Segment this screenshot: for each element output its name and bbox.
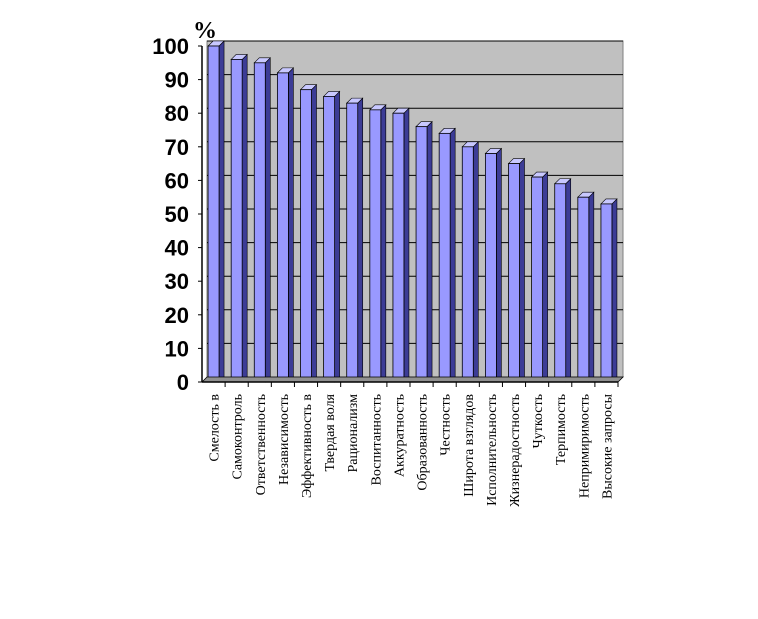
bar bbox=[345, 97, 364, 383]
bar-front bbox=[438, 132, 451, 383]
y-tick-label: 30 bbox=[165, 269, 189, 294]
y-tick-label: 0 bbox=[177, 370, 189, 395]
y-tick-label: 90 bbox=[165, 68, 189, 93]
bar-front bbox=[346, 102, 359, 383]
x-tick-label: Аккуратность bbox=[392, 394, 407, 477]
bar bbox=[276, 67, 295, 383]
x-tick-label: Широта взглядов bbox=[462, 394, 477, 497]
bar-front bbox=[600, 203, 613, 383]
bar-side bbox=[380, 104, 387, 383]
bar-front bbox=[484, 153, 497, 383]
bar-front bbox=[276, 72, 289, 383]
bar-front bbox=[392, 112, 405, 383]
bar bbox=[230, 53, 248, 383]
bar-front bbox=[461, 146, 474, 383]
bar bbox=[553, 178, 572, 383]
y-tick-label: 10 bbox=[165, 336, 189, 361]
bar-front bbox=[577, 196, 590, 383]
x-tick-label: Эффективность в bbox=[300, 394, 315, 498]
bar-side bbox=[288, 67, 294, 383]
bar bbox=[484, 147, 503, 383]
bar bbox=[253, 57, 272, 383]
bar-side bbox=[241, 53, 248, 383]
y-tick-labels: 0 10 20 30 40 50 60 70 80 90 100 bbox=[152, 34, 202, 395]
x-tick-label: Высокие запросы bbox=[600, 393, 615, 499]
bar-front bbox=[554, 183, 567, 383]
gridlines bbox=[207, 40, 623, 344]
y-tick-label: 60 bbox=[165, 168, 189, 193]
x-tick-label: Жизнерадостность bbox=[508, 394, 523, 507]
x-tick-labels: Смелость в Самоконтроль Ответственность Нез… bbox=[208, 382, 619, 507]
bar-side bbox=[426, 120, 433, 383]
bar-side bbox=[403, 107, 410, 383]
bar-front bbox=[531, 176, 544, 383]
x-tick-label: Образованность bbox=[416, 394, 431, 491]
bar bbox=[299, 83, 318, 383]
y-tick-label: 80 bbox=[165, 101, 189, 126]
y-axis-label: % bbox=[193, 18, 217, 44]
bar bbox=[577, 191, 595, 383]
bar-side bbox=[542, 171, 548, 383]
bar-front bbox=[415, 126, 428, 383]
bar-side bbox=[449, 127, 456, 383]
bar bbox=[415, 120, 433, 383]
bar-front bbox=[230, 59, 243, 383]
bar-front bbox=[323, 96, 336, 383]
bar-side bbox=[496, 147, 502, 383]
bar-side bbox=[264, 57, 271, 383]
bar-side bbox=[357, 97, 364, 383]
bar bbox=[369, 104, 387, 383]
y-tick-label: 100 bbox=[152, 34, 189, 59]
y-tick-label: 50 bbox=[165, 202, 189, 227]
x-tick-label: Честность bbox=[439, 394, 454, 456]
bar bbox=[507, 157, 526, 383]
bar-front bbox=[207, 45, 220, 383]
y-tick-label: 70 bbox=[165, 135, 189, 160]
bar-side bbox=[565, 178, 572, 383]
x-tick-label: Чуткость bbox=[531, 394, 546, 448]
bar bbox=[461, 141, 480, 383]
bar bbox=[530, 171, 549, 383]
bar-side bbox=[611, 198, 618, 383]
bar-front bbox=[300, 89, 312, 383]
x-tick-label: Исполнительность bbox=[485, 394, 500, 506]
bar bbox=[438, 127, 456, 383]
x-tick-label: Смелость в bbox=[208, 394, 223, 462]
x-tick-label: Независимость bbox=[277, 394, 292, 485]
x-tick-label: Воспитанность bbox=[369, 394, 384, 485]
x-tick-label: Непримиримость bbox=[577, 394, 592, 498]
x-tick-label: Самоконтроль bbox=[231, 394, 246, 479]
x-tick-label: Твердая воля bbox=[323, 393, 338, 471]
bar-side bbox=[334, 90, 340, 383]
x-tick-label: Ответственность bbox=[254, 394, 269, 495]
bar bbox=[392, 107, 410, 383]
bar-side bbox=[311, 83, 317, 383]
bar-front bbox=[369, 109, 382, 383]
bar-side bbox=[588, 191, 595, 383]
bar bbox=[207, 40, 225, 383]
bar bbox=[322, 90, 341, 383]
bar-side bbox=[218, 40, 225, 383]
bar-front bbox=[508, 163, 520, 383]
y-tick-label: 40 bbox=[165, 236, 189, 261]
bar-side bbox=[472, 141, 479, 383]
bar-front bbox=[253, 62, 266, 383]
bar-side bbox=[519, 157, 525, 383]
y-tick-label: 20 bbox=[165, 303, 189, 328]
x-tick-label: Рационализм bbox=[346, 394, 361, 473]
bar bbox=[600, 198, 618, 383]
x-tick-label: Терпимость bbox=[554, 394, 569, 465]
